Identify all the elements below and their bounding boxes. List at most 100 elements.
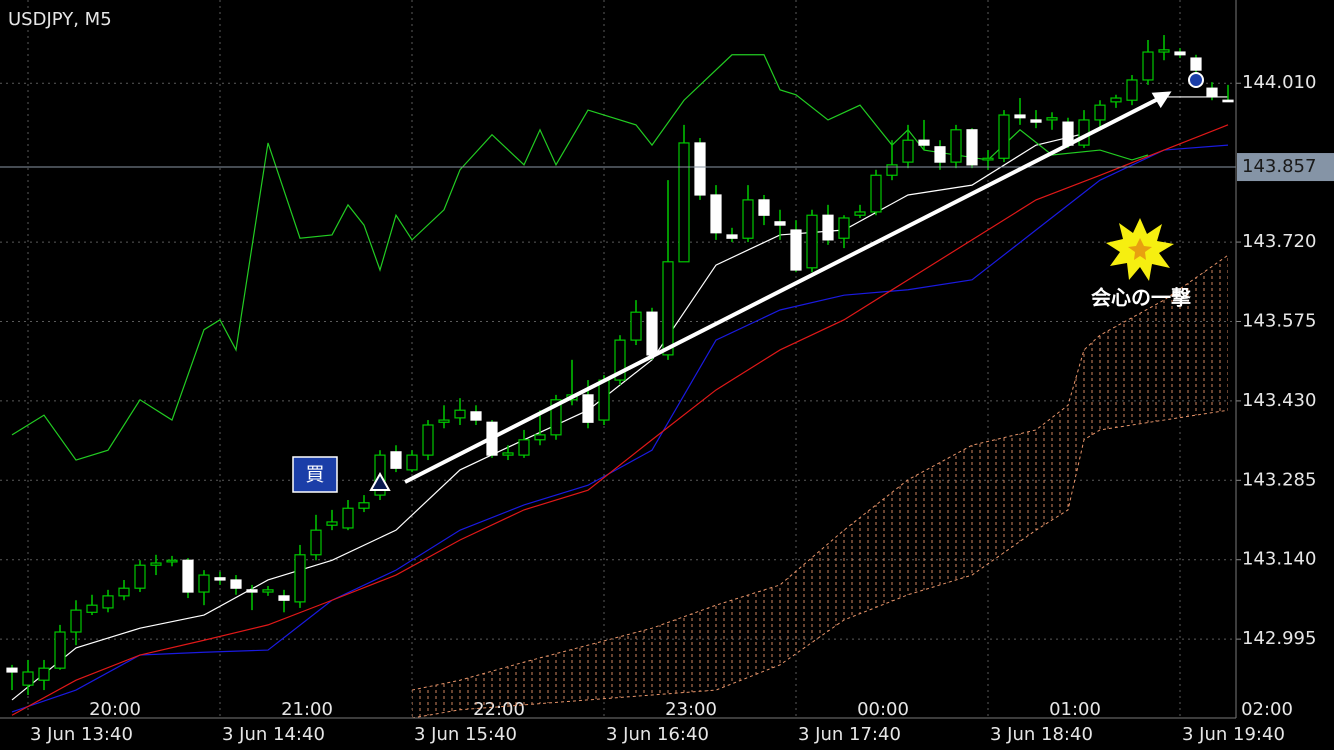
candle-body: [1078, 119, 1090, 146]
x-tick-label: 3 Jun 15:40: [414, 724, 517, 745]
x-tick-label: 02:00: [1241, 699, 1293, 720]
candle-body: [998, 114, 1010, 159]
candle-body: [86, 604, 98, 613]
candle-body: [1222, 99, 1234, 103]
candle-body: [726, 234, 738, 239]
candle-body: [454, 409, 466, 419]
candle-body: [646, 311, 658, 356]
candle-body: [1110, 97, 1122, 103]
candle-body: [70, 609, 82, 633]
x-tick-label: 01:00: [1049, 699, 1101, 720]
candle-body: [1014, 114, 1026, 119]
candle-body: [1094, 104, 1106, 121]
candle-body: [182, 559, 194, 593]
candle-body: [678, 142, 690, 263]
candle-body: [870, 174, 882, 213]
x-tick-label: 3 Jun 17:40: [798, 724, 901, 745]
candle-body: [262, 589, 274, 593]
candle-layer: [6, 35, 1234, 695]
buy-badge: [292, 456, 338, 493]
candle-body: [134, 564, 146, 589]
cloud-span: [411, 409, 1229, 719]
candle-body: [518, 439, 530, 456]
x-tick-label: 3 Jun 19:40: [1182, 724, 1285, 745]
candle-body: [630, 311, 642, 341]
cloud-layer: [411, 254, 1229, 719]
cloud-fill: [412, 255, 1228, 718]
y-tick-label: 143.140: [1242, 549, 1316, 570]
chart-title: USDJPY, M5: [8, 9, 112, 30]
candle-body: [422, 424, 434, 456]
candle-body: [822, 214, 834, 241]
candle-body: [54, 631, 66, 669]
candle-body: [278, 595, 290, 601]
candle-body: [1190, 57, 1202, 71]
y-tick-label: 143.430: [1242, 390, 1316, 411]
candle-body: [118, 587, 130, 597]
candle-body: [854, 211, 866, 216]
candle-body: [38, 667, 50, 681]
candle-body: [1206, 87, 1218, 98]
y-tick-label: 144.010: [1242, 72, 1316, 93]
candle-body: [582, 394, 594, 423]
candle-body: [918, 139, 930, 146]
candle-body: [294, 554, 306, 603]
candle-body: [326, 521, 338, 526]
indicator-line: [11, 144, 1229, 713]
candle-body: [838, 217, 850, 239]
candle-body: [358, 502, 370, 509]
candle-body: [902, 139, 914, 163]
entry-marker: [369, 471, 391, 491]
candle-body: [1142, 51, 1154, 81]
grid-layer: 144.010 143.720 143.575 143.430 143.285 143.1…: [0, 0, 1316, 745]
candle-body: [6, 667, 18, 673]
candle-body: [966, 129, 978, 166]
candle-body: [1174, 51, 1186, 56]
x-tick-label: 00:00: [857, 699, 909, 720]
candle-body: [694, 142, 706, 196]
candle-body: [1126, 79, 1138, 101]
candle-body: [150, 562, 162, 566]
candle-body: [246, 589, 258, 593]
y-tick-label: 143.720: [1242, 231, 1316, 252]
candle-body: [742, 199, 754, 239]
trend-arrow: [404, 96, 1161, 484]
candle-body: [710, 194, 722, 234]
x-tick-label: 3 Jun 16:40: [606, 724, 709, 745]
y-tick-label: 143.575: [1242, 310, 1316, 331]
candle-body: [342, 507, 354, 529]
x-tick-label: 20:00: [89, 699, 141, 720]
candle-body: [166, 559, 178, 563]
x-tick-label: 3 Jun 13:40: [30, 724, 133, 745]
burst-core: [1128, 238, 1152, 260]
exit-marker: [1188, 72, 1204, 88]
candle-body: [598, 379, 610, 421]
candle-body: [22, 671, 34, 686]
candle-body: [310, 529, 322, 556]
candle-body: [662, 261, 674, 356]
candle-body: [1030, 119, 1042, 123]
x-tick-label: 3 Jun 14:40: [222, 724, 325, 745]
arrow-head: [1151, 91, 1172, 109]
candle-body: [550, 399, 562, 436]
x-tick-label: 23:00: [665, 699, 717, 720]
candle-body: [1046, 117, 1058, 121]
candle-body: [934, 146, 946, 163]
candle-body: [614, 339, 626, 381]
candle-body: [230, 579, 242, 589]
indicator-line: [11, 124, 1229, 716]
buy-label: 買: [305, 464, 324, 486]
y-tick-label: 143.285: [1242, 469, 1316, 490]
candle-body: [950, 129, 962, 163]
candle-body: [1158, 49, 1170, 53]
candle-body: [982, 157, 994, 161]
candle-body: [774, 221, 786, 226]
candle-body: [390, 451, 402, 469]
candle-body: [790, 229, 802, 271]
candle-body: [806, 214, 818, 269]
x-tick-label: 21:00: [281, 699, 333, 720]
indicator-line: [11, 54, 1149, 461]
price-layer: 143.857: [0, 153, 1334, 182]
